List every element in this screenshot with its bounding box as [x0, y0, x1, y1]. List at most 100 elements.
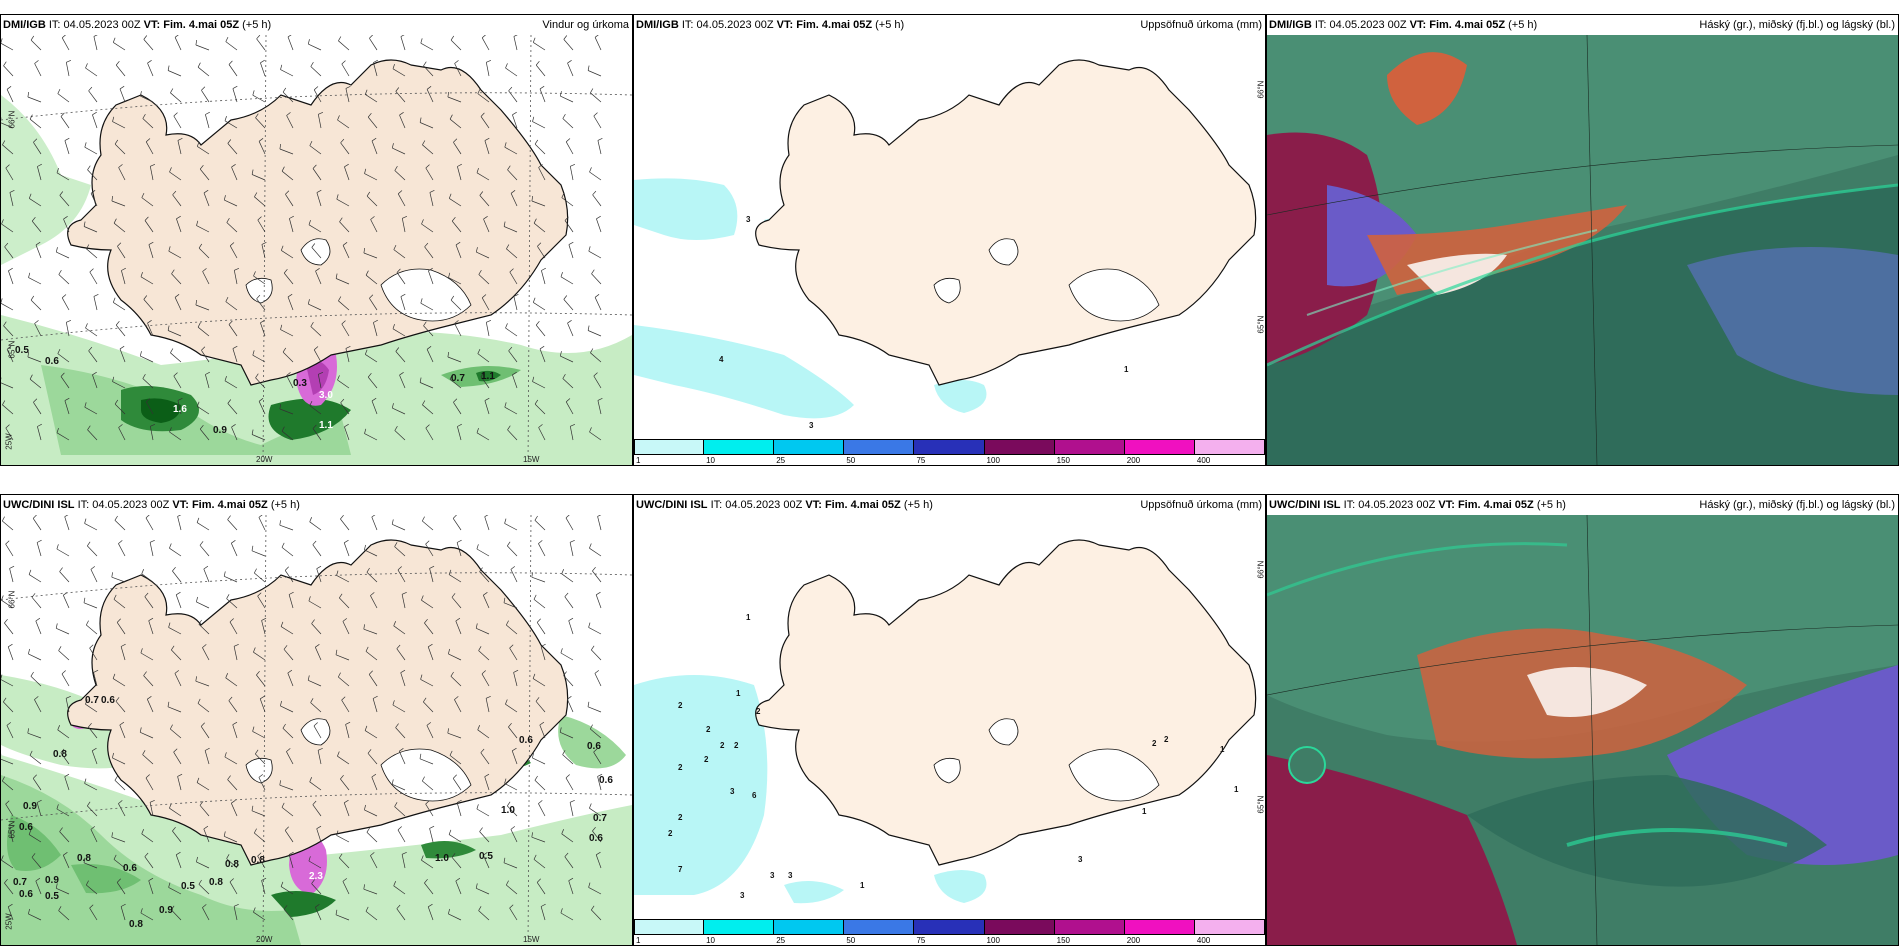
wind-barb-feather [167, 701, 170, 707]
wind-barb-feather [364, 804, 366, 810]
wind-barb-feather [531, 572, 533, 578]
wind-barb [591, 649, 602, 661]
wind-barb-feather [510, 826, 516, 830]
wind-barb-feather [365, 906, 369, 912]
precip-label: 3 [1078, 855, 1083, 864]
wind-barb [58, 650, 70, 661]
wind-barb [140, 355, 154, 363]
wind-barb [228, 324, 238, 337]
wind-barb-feather [286, 748, 291, 752]
wind-barb [450, 299, 462, 311]
wind-barb [113, 42, 126, 51]
wind-barb [111, 576, 126, 583]
wind-barb-feather [478, 646, 482, 651]
wind-barb [596, 218, 602, 233]
wind-barb-feather [147, 696, 152, 700]
wind-barb [539, 88, 546, 103]
wind-barb [512, 374, 518, 389]
wind-barb [145, 777, 154, 791]
wind-barb [476, 548, 490, 557]
wind-barb-feather [313, 86, 319, 91]
wind-barb-feather [228, 696, 233, 701]
wind-barb [398, 751, 406, 765]
precip-label: 3.0 [319, 390, 333, 401]
wind-barb-feather [561, 192, 565, 198]
precip-label: 1 [1220, 745, 1225, 754]
wind-barb [140, 276, 154, 285]
wind-barb-feather [541, 267, 546, 271]
wind-barb-feather [340, 398, 345, 404]
wind-barb-feather [421, 219, 424, 225]
wind-barb-feather [115, 697, 120, 702]
wind-barb [252, 731, 266, 739]
it-label: IT: [1314, 19, 1327, 31]
wind-barb-feather [33, 398, 38, 403]
wind-barb [9, 828, 14, 843]
wind-barb-feather [393, 881, 397, 886]
wind-barb [587, 330, 602, 337]
wind-barb [424, 882, 434, 895]
model-name: DMI/IGB [3, 19, 46, 31]
wind-barb-feather [58, 646, 62, 651]
wind-barb [281, 250, 294, 259]
wind-barb [400, 36, 406, 51]
wind-barb [401, 218, 406, 233]
wind-barb [309, 521, 322, 531]
wind-barb [90, 569, 98, 583]
wind-barb-feather [538, 424, 543, 428]
wind-barb [424, 246, 434, 259]
wind-barb [56, 172, 70, 181]
wind-barb [454, 699, 462, 713]
wind-barb-feather [483, 216, 488, 220]
wind-barb-feather [532, 37, 536, 43]
wind-barb [420, 679, 434, 687]
wind-barb [6, 725, 14, 739]
wind-barb [56, 548, 70, 557]
wind-barb-feather [35, 617, 41, 622]
colorbar-swatch [1054, 439, 1125, 455]
wind-barb [314, 647, 322, 661]
wind-barb [170, 352, 182, 363]
wind-barb-feather [143, 35, 148, 40]
wind-barb [148, 620, 154, 635]
wind-barb [369, 298, 378, 311]
wind-barb-feather [92, 111, 97, 116]
wind-barb [118, 543, 126, 557]
wind-barb [536, 622, 546, 635]
wind-barb-feather [1, 595, 4, 601]
wind-barb-feather [447, 351, 450, 358]
wind-barb [280, 69, 294, 77]
wind-barb-feather [255, 113, 259, 118]
wind-barb [448, 277, 462, 285]
wind-barb-feather [1, 674, 3, 680]
wind-barb-feather [481, 294, 487, 299]
lon-label: 15W [523, 935, 540, 944]
wind-barb [284, 830, 294, 843]
wind-barb-feather [226, 854, 230, 859]
wind-barb-feather [251, 805, 254, 811]
wind-barb-feather [226, 594, 230, 599]
wind-barb-feather [225, 36, 229, 42]
wind-barb [396, 908, 406, 921]
wind-barb [224, 120, 238, 129]
wind-barb [3, 325, 14, 337]
wind-barb [63, 218, 70, 233]
wind-barb-feather [31, 853, 36, 858]
wind-barb-feather [312, 800, 317, 805]
wind-barb-feather [316, 189, 322, 193]
wind-barb [316, 568, 322, 583]
wind-barb [148, 880, 154, 895]
precip-label: 0.6 [123, 863, 137, 874]
wind-barb-feather [83, 857, 86, 863]
wind-barb-feather [532, 297, 536, 303]
wind-barb-feather [260, 695, 265, 700]
wind-barb [232, 88, 238, 103]
wind-barb [261, 620, 266, 635]
wind-barb [232, 348, 238, 363]
wind-barb-feather [227, 515, 231, 520]
wind-barb-feather [534, 775, 538, 781]
precip-label: 0.6 [589, 833, 603, 844]
wind-barb [86, 884, 98, 895]
panel-title: Háský (gr.), miðský (fj.bl.) og lágský (… [1699, 499, 1895, 511]
wind-barb [480, 376, 490, 389]
